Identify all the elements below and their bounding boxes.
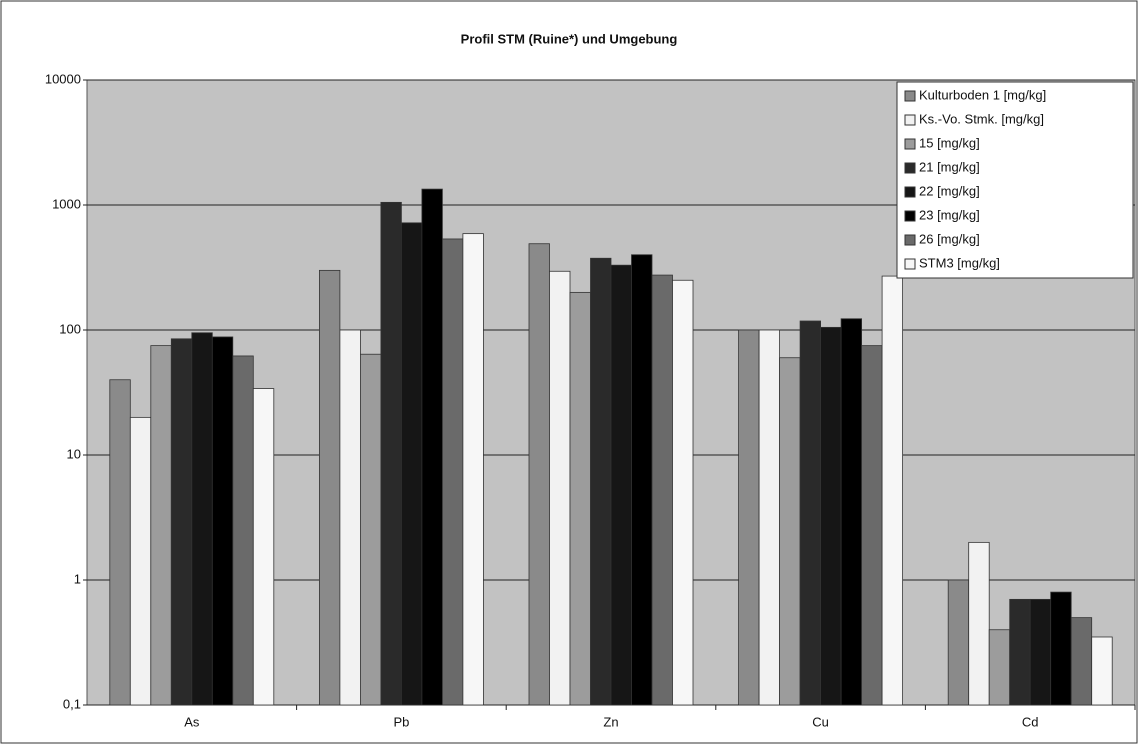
legend-label: Ks.-Vo. Stmk. [mg/kg] (919, 111, 1044, 126)
legend-label: 15 [mg/kg] (919, 135, 980, 150)
bar (1050, 591, 1072, 706)
bar (672, 279, 694, 706)
legend-swatch (904, 90, 916, 102)
bar (738, 329, 760, 706)
bar (569, 291, 591, 706)
legend-swatch (904, 162, 916, 174)
bar (191, 332, 213, 706)
y-tick-label: 10000 (45, 71, 81, 86)
bar (758, 329, 780, 706)
bar (421, 188, 443, 706)
bar (881, 275, 903, 706)
bar (441, 238, 464, 706)
legend-label: 26 [mg/kg] (919, 231, 980, 246)
bar (528, 243, 550, 706)
legend-label: 23 [mg/kg] (919, 207, 980, 222)
bar (590, 257, 612, 706)
bar (1070, 617, 1093, 706)
bar (631, 254, 653, 706)
bar (252, 388, 275, 706)
bar (211, 336, 234, 706)
bar (968, 541, 990, 706)
bar (799, 320, 821, 706)
bar (651, 274, 673, 706)
legend-label: 22 [mg/kg] (919, 183, 980, 198)
bar (380, 201, 402, 706)
bar (359, 353, 382, 706)
bar (988, 629, 1011, 706)
bar (339, 329, 361, 706)
legend-swatch (904, 258, 916, 270)
x-tick-label: Zn (603, 714, 618, 729)
y-tick-label: 1000 (52, 196, 81, 211)
bar (232, 355, 254, 706)
x-tick-label: Pb (393, 714, 409, 729)
bar (150, 345, 172, 706)
bar (462, 233, 484, 706)
chart-title: Profil STM (Ruine*) und Umgebung (461, 31, 678, 46)
x-tick-label: As (184, 714, 200, 729)
legend-label: STM3 [mg/kg] (919, 255, 1000, 270)
bar (129, 416, 152, 706)
x-tick-label: Cd (1022, 714, 1039, 729)
y-tick-label: 10 (67, 446, 81, 461)
legend-label: 21 [mg/kg] (919, 159, 980, 174)
bar (820, 326, 842, 706)
bar (610, 264, 632, 706)
bar (318, 269, 341, 706)
legend-swatch (904, 114, 916, 126)
y-tick-label: 1 (74, 571, 81, 586)
bar (947, 579, 970, 706)
bar (170, 338, 193, 706)
bar (109, 379, 131, 706)
bar (1029, 598, 1052, 706)
legend-swatch (904, 234, 916, 246)
y-tick-label: 0,1 (63, 696, 81, 711)
legend-swatch (904, 210, 916, 222)
legend-swatch (904, 138, 916, 150)
legend-swatch (904, 186, 916, 198)
bar (1009, 598, 1031, 706)
bar (549, 270, 571, 706)
bar (779, 357, 801, 706)
bar (840, 318, 862, 706)
bar (861, 345, 883, 706)
bar (400, 222, 423, 706)
x-tick-label: Cu (812, 714, 829, 729)
legend-box (896, 81, 1134, 279)
y-tick-label: 100 (59, 321, 81, 336)
bar (1091, 636, 1113, 706)
legend-label: Kulturboden 1 [mg/kg] (919, 87, 1046, 102)
